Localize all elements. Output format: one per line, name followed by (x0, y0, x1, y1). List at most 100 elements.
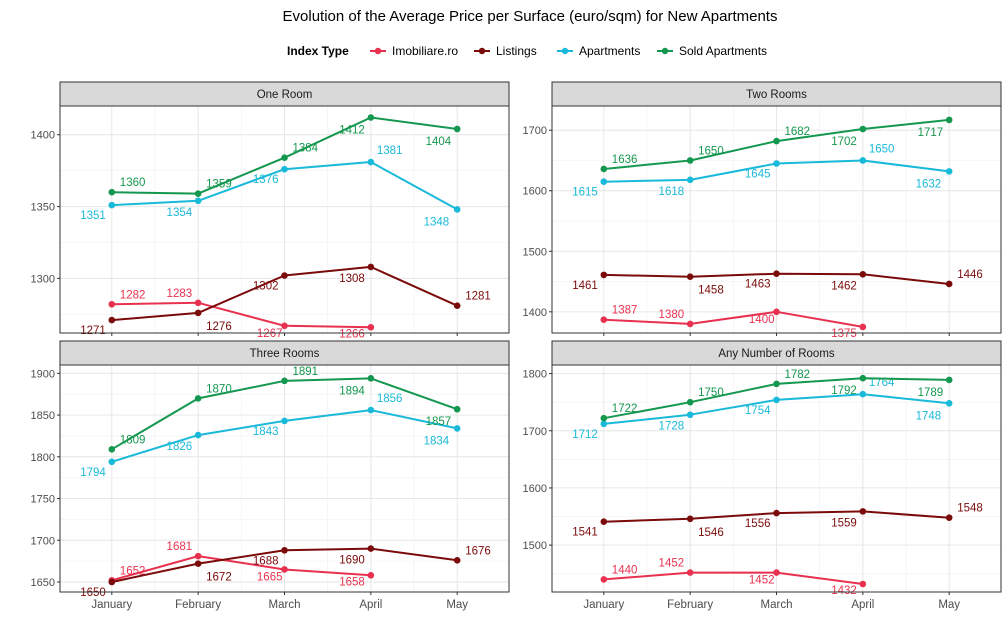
data-label: 1452 (749, 575, 775, 587)
y-tick-label: 1600 (523, 483, 547, 495)
y-tick-label: 1500 (523, 246, 547, 258)
data-label: 1282 (120, 289, 146, 301)
data-point (194, 309, 202, 317)
data-label: 1748 (916, 410, 942, 422)
x-tick-label: March (761, 599, 793, 611)
data-point (108, 578, 116, 586)
data-point (859, 157, 867, 164)
panel-strip (551, 81, 1002, 107)
data-point (367, 263, 375, 271)
data-point (773, 569, 780, 576)
y-tick-label: 1600 (523, 186, 547, 198)
panel-border (551, 105, 1002, 334)
data-label: 1461 (572, 280, 598, 292)
legend-item-listings: Listings (474, 44, 537, 58)
data-label: 1452 (659, 558, 685, 570)
x-tick-label: February (175, 599, 221, 611)
x-tick-label: May (938, 599, 960, 611)
legend-key-point (478, 47, 486, 55)
data-point (194, 552, 202, 560)
data-point (281, 566, 288, 573)
data-label: 1717 (918, 127, 944, 139)
data-point (945, 116, 953, 124)
data-label: 1782 (785, 369, 811, 381)
y-tick-label: 1700 (523, 125, 547, 137)
data-label: 1856 (377, 393, 403, 405)
data-point (194, 190, 202, 197)
chart-title: Evolution of the Average Price per Surfa… (283, 8, 778, 25)
data-label: 1308 (339, 273, 365, 285)
legend-label: Listings (496, 44, 537, 58)
data-point (281, 165, 288, 173)
data-point (945, 280, 953, 288)
legend-label: Sold Apartments (679, 44, 767, 58)
data-point (453, 302, 461, 310)
data-label: 1857 (426, 416, 452, 428)
series-line (111, 301, 371, 329)
panel-three-rooms: Three Rooms 1650 1700 1750 1800 1850 1900 Janua… (31, 340, 510, 611)
data-label: 1665 (257, 571, 283, 583)
data-point (945, 168, 953, 175)
data-label: 1359 (206, 179, 232, 191)
data-point (945, 400, 953, 407)
data-label: 1676 (465, 545, 491, 557)
data-point (686, 176, 694, 184)
data-label: 1351 (80, 210, 106, 222)
data-label: 1541 (572, 527, 598, 539)
data-point (281, 546, 288, 554)
data-label: 1870 (206, 383, 232, 395)
series-imobiliare-ro: 1652 1681 1665 1658 (108, 541, 375, 588)
series-listings: 1271 1276 1302 1308 1281 (80, 263, 491, 337)
data-label: 1380 (659, 309, 685, 321)
panel-any-number-of-rooms: Any Number of Rooms 1500 1600 1700 1800 Janua… (523, 340, 1002, 611)
data-label: 1681 (167, 541, 193, 553)
data-point (686, 320, 694, 328)
data-label: 1728 (659, 421, 685, 433)
data-label: 1404 (426, 136, 452, 148)
data-point (108, 445, 116, 453)
data-point (281, 417, 288, 425)
data-label: 1652 (120, 565, 146, 577)
y-tick-label: 1900 (31, 368, 55, 380)
legend-title: Index Type (287, 44, 349, 58)
data-label: 1894 (339, 385, 365, 397)
data-label: 1764 (869, 377, 895, 389)
data-point (686, 157, 694, 164)
data-label: 1688 (253, 555, 279, 567)
panel-border (59, 105, 510, 334)
data-point (686, 411, 694, 419)
data-label: 1834 (424, 435, 450, 447)
data-point (686, 515, 694, 523)
data-point (367, 545, 375, 552)
data-label: 1458 (698, 285, 724, 297)
panel-strip-label: Two Rooms (746, 89, 807, 101)
data-label: 1271 (80, 325, 106, 337)
data-label: 1672 (206, 572, 232, 584)
data-point (773, 137, 780, 145)
y-tick-label: 1700 (523, 426, 547, 438)
series-sold-apartments: 1360 1359 1384 1412 1404 (108, 114, 461, 197)
data-point (108, 458, 116, 466)
data-label: 1712 (572, 429, 598, 441)
data-point (859, 323, 867, 331)
data-point (194, 431, 202, 439)
data-point (773, 270, 780, 277)
data-point (600, 414, 608, 422)
series-listings: 1461 1458 1463 1462 1446 (572, 269, 983, 297)
data-point (600, 518, 608, 525)
data-label: 1789 (918, 387, 944, 399)
data-label: 1384 (293, 143, 319, 155)
data-label: 1722 (612, 403, 638, 415)
series-apartments: 1351 1354 1376 1381 1348 (80, 145, 461, 228)
data-label: 1559 (831, 517, 857, 529)
panel-border (59, 364, 510, 593)
data-label: 1650 (80, 587, 106, 599)
legend-label: Imobiliare.ro (392, 44, 458, 58)
data-point (108, 201, 116, 209)
data-point (859, 125, 867, 133)
panel-strip-label: One Room (257, 89, 313, 101)
y-tick-label: 1800 (523, 369, 547, 381)
